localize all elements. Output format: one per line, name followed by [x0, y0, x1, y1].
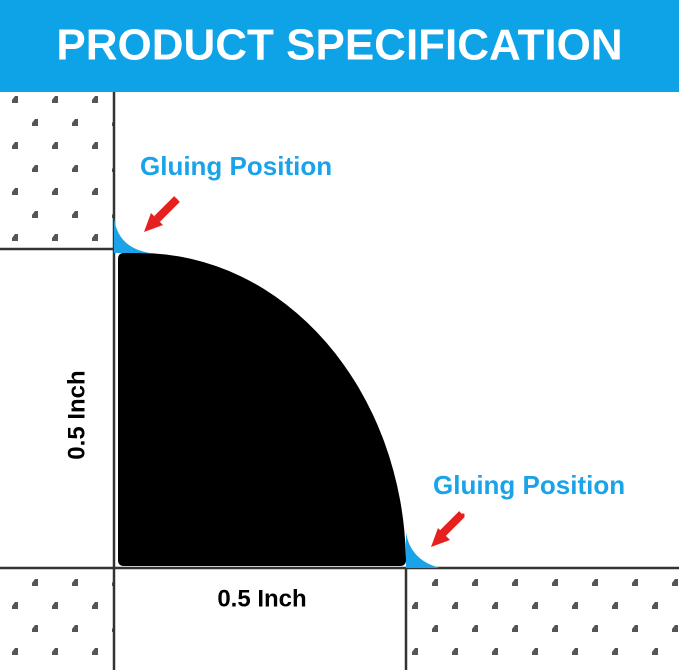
gluing-position-label: Gluing Position	[433, 470, 625, 500]
quarter-round-profile	[118, 252, 406, 566]
header-bar	[0, 0, 679, 92]
surface-pattern	[406, 568, 679, 670]
gluing-position-label: Gluing Position	[140, 151, 332, 181]
height-dimension: 0.5 Inch	[63, 370, 90, 459]
width-dimension: 0.5 Inch	[217, 585, 306, 612]
arrow-shaft	[154, 196, 465, 537]
wall-lines	[0, 92, 679, 670]
glue-fillet	[406, 532, 440, 568]
surface-pattern	[0, 92, 114, 249]
surface-pattern	[0, 568, 114, 670]
glue-fillet	[114, 218, 150, 253]
header-title: PRODUCT SPECIFICATION	[56, 21, 622, 70]
